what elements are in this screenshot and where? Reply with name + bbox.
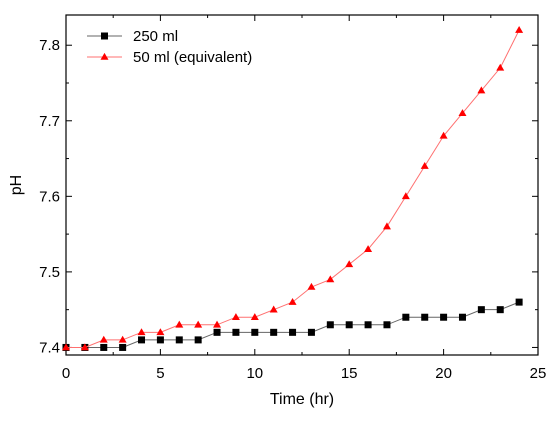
data-point	[119, 343, 127, 351]
data-point	[175, 320, 184, 328]
legend: 250 ml 50 ml (equivalent)	[87, 28, 252, 66]
series-1	[62, 298, 523, 351]
data-point	[364, 321, 372, 329]
y-tick-label: 7.8	[39, 37, 60, 54]
data-point	[421, 313, 429, 321]
data-point	[288, 297, 297, 305]
x-tick-label: 5	[156, 365, 164, 382]
legend-marker	[100, 52, 109, 60]
data-point	[138, 336, 146, 344]
legend-label: 250 ml	[133, 28, 178, 45]
data-point	[232, 328, 240, 336]
data-point	[477, 86, 486, 94]
data-point	[382, 222, 391, 230]
x-axis-title: Time (hr)	[270, 391, 334, 408]
data-point	[80, 343, 89, 351]
x-tick-label: 20	[435, 365, 452, 382]
y-axis-title: pH	[8, 175, 25, 195]
y-tick-label: 7.4	[39, 339, 60, 356]
data-point	[269, 305, 278, 313]
series-layer	[62, 25, 524, 351]
data-point	[515, 25, 524, 33]
data-point	[307, 328, 315, 336]
y-tick-label: 7.5	[39, 264, 60, 281]
data-point	[402, 313, 410, 321]
legend-label: 50 ml (equivalent)	[133, 49, 252, 66]
data-point	[307, 282, 316, 290]
data-point	[345, 260, 354, 268]
data-point	[250, 313, 259, 321]
data-point	[401, 192, 410, 200]
data-point	[326, 321, 334, 329]
legend-marker	[101, 32, 108, 40]
data-point	[496, 63, 505, 71]
data-point	[100, 343, 108, 351]
data-point	[289, 328, 297, 336]
data-point	[231, 313, 240, 321]
data-point	[194, 320, 203, 328]
axis-ticks: 0 5 10 15 20 25 7.4 7.5 7.6 7.7 7.8	[39, 15, 546, 382]
data-point	[477, 306, 485, 314]
data-point	[270, 328, 278, 336]
data-point	[194, 336, 202, 344]
data-point	[515, 298, 523, 306]
x-tick-label: 15	[341, 365, 358, 382]
data-point	[440, 313, 448, 321]
data-point	[156, 336, 164, 344]
data-point	[420, 161, 429, 169]
data-point	[251, 328, 259, 336]
data-point	[118, 335, 127, 343]
series-2	[62, 25, 524, 351]
data-point	[345, 321, 353, 329]
data-point	[175, 336, 183, 344]
y-tick-label: 7.6	[39, 188, 60, 205]
data-point	[496, 306, 504, 314]
legend-item: 50 ml (equivalent)	[87, 49, 252, 66]
data-point	[458, 109, 467, 117]
data-point	[364, 245, 373, 253]
y-tick-label: 7.7	[39, 113, 60, 130]
x-tick-label: 0	[62, 365, 70, 382]
data-point	[326, 275, 335, 283]
data-point	[458, 313, 466, 321]
legend-item: 250 ml	[87, 28, 178, 45]
x-tick-label: 25	[530, 365, 547, 382]
x-tick-label: 10	[246, 365, 263, 382]
series-line	[66, 301, 520, 348]
data-point	[213, 320, 222, 328]
data-point	[137, 328, 146, 336]
data-point	[156, 328, 165, 336]
data-point	[439, 131, 448, 139]
data-point	[62, 343, 70, 351]
data-point	[383, 321, 391, 329]
data-point	[99, 335, 108, 343]
plot-frame	[65, 14, 539, 356]
data-point	[213, 328, 221, 336]
